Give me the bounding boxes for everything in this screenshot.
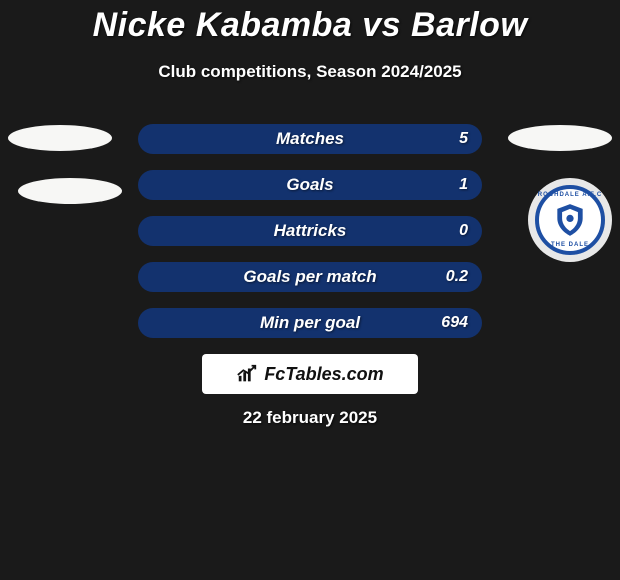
stats-container: Matches 5 Goals 1 Hattricks 0 Goals per match 0… [138,124,482,354]
stat-label: Hattricks [274,221,347,241]
stat-row: Min per goal 694 [138,308,482,338]
stat-label: Matches [276,129,344,149]
player-left-placeholder-2 [18,178,122,204]
stat-row: Hattricks 0 [138,216,482,246]
date-text: 22 february 2025 [0,408,620,428]
player-right-placeholder [508,125,612,151]
stat-row: Goals per match 0.2 [138,262,482,292]
stat-label: Goals per match [243,267,376,287]
stat-value-right: 0.2 [446,268,468,286]
stat-label: Goals [286,175,333,195]
player-left-placeholder [8,125,112,151]
stat-value-right: 1 [459,176,468,194]
stat-value-right: 0 [459,222,468,240]
shield-icon [551,201,589,239]
crest-top-text: ROCHDALE A.F.C [538,192,602,198]
stat-value-right: 5 [459,130,468,148]
page-title: Nicke Kabamba vs Barlow [0,6,620,45]
stat-label: Min per goal [260,313,360,333]
subtitle: Club competitions, Season 2024/2025 [0,62,620,82]
stat-row: Matches 5 [138,124,482,154]
brand-text: FcTables.com [264,364,383,385]
club-crest-inner: ROCHDALE A.F.C THE DALE [535,185,605,255]
chart-icon [236,363,258,385]
club-crest: ROCHDALE A.F.C THE DALE [528,178,612,262]
stat-value-right: 694 [441,314,468,332]
brand-badge: FcTables.com [202,354,418,394]
stat-row: Goals 1 [138,170,482,200]
crest-bottom-text: THE DALE [551,242,589,248]
